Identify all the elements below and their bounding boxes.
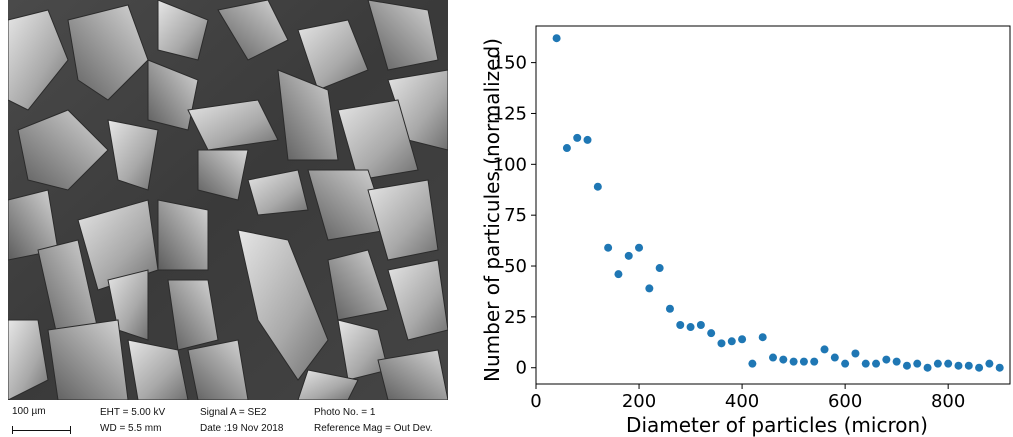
data-point <box>964 361 973 370</box>
data-point <box>727 337 736 346</box>
data-point <box>635 243 644 252</box>
data-point <box>655 264 664 273</box>
data-point <box>696 321 705 330</box>
data-point <box>573 133 582 142</box>
data-point <box>892 357 901 366</box>
date-value: Date :19 Nov 2018 <box>200 423 284 434</box>
y-tick-label: 100 <box>493 154 527 175</box>
data-point <box>789 357 798 366</box>
data-point <box>923 363 932 372</box>
plot-border <box>535 25 1011 385</box>
y-tick-label: 25 <box>504 307 527 328</box>
data-point <box>799 357 808 366</box>
x-axis-label: Diameter of particles (micron) <box>626 413 928 437</box>
data-point <box>841 359 850 368</box>
data-point <box>851 349 860 358</box>
data-point <box>985 359 994 368</box>
data-point <box>769 353 777 362</box>
x-tick-label: 800 <box>931 391 965 412</box>
wd-value: WD = 5.5 mm <box>100 423 162 434</box>
data-point <box>902 361 911 370</box>
sem-info-bar: 100 µm EHT = 5.00 kV WD = 5.5 mm Signal … <box>8 400 448 437</box>
data-point <box>779 355 788 364</box>
data-point <box>872 359 881 368</box>
x-tick-label: 200 <box>622 391 656 412</box>
data-point <box>995 363 1004 372</box>
y-tick-label: 0 <box>516 358 527 379</box>
sem-micrograph-image <box>8 0 448 400</box>
scale-bar <box>12 430 70 431</box>
y-tick-label: 75 <box>504 205 527 226</box>
data-point <box>717 339 726 348</box>
data-point <box>614 270 623 279</box>
data-points <box>552 34 1004 372</box>
data-point <box>738 335 747 344</box>
data-point <box>624 251 633 260</box>
data-point <box>758 333 767 342</box>
data-point <box>562 144 571 153</box>
reference-mag: Reference Mag = Out Dev. <box>314 423 433 434</box>
data-point <box>604 243 613 252</box>
data-point <box>748 359 757 368</box>
scale-bar-tick-left <box>12 426 13 434</box>
data-point <box>861 359 870 368</box>
sem-micrograph-panel: 100 µm EHT = 5.00 kV WD = 5.5 mm Signal … <box>8 0 448 437</box>
data-point <box>593 182 602 191</box>
data-point <box>820 345 829 354</box>
y-tick-label: 125 <box>493 103 527 124</box>
data-point <box>810 357 819 366</box>
data-point <box>882 355 891 364</box>
data-point <box>686 323 695 332</box>
data-point <box>944 359 953 368</box>
data-point <box>913 359 922 368</box>
scale-bar-label: 100 µm <box>12 406 46 417</box>
y-tick-label: 150 <box>493 53 527 74</box>
plot-frame <box>535 25 1011 385</box>
x-tick-label: 400 <box>725 391 759 412</box>
eht-value: EHT = 5.00 kV <box>100 407 166 418</box>
x-tick-label: 600 <box>828 391 862 412</box>
data-point <box>975 363 984 372</box>
data-point <box>933 359 942 368</box>
data-point <box>676 321 685 330</box>
photo-number: Photo No. = 1 <box>314 407 376 418</box>
data-point <box>552 34 561 43</box>
data-point <box>645 284 654 293</box>
x-tick-label: 0 <box>530 391 541 412</box>
data-point <box>665 304 674 313</box>
scale-bar-tick-right <box>70 426 71 434</box>
y-axis-label: Number of particules (normalized) <box>480 38 504 382</box>
data-point <box>707 329 716 338</box>
data-point <box>954 361 963 370</box>
signal-value: Signal A = SE2 <box>200 407 267 418</box>
y-tick-label: 50 <box>504 256 527 277</box>
scatter-chart: 0 200 400 600 800 0 25 50 75 100 125 150 Diameter o… <box>480 25 1011 437</box>
data-point <box>830 353 839 362</box>
data-point <box>583 135 592 144</box>
axis-ticks: 0 200 400 600 800 0 25 50 75 100 125 150 <box>493 53 966 412</box>
